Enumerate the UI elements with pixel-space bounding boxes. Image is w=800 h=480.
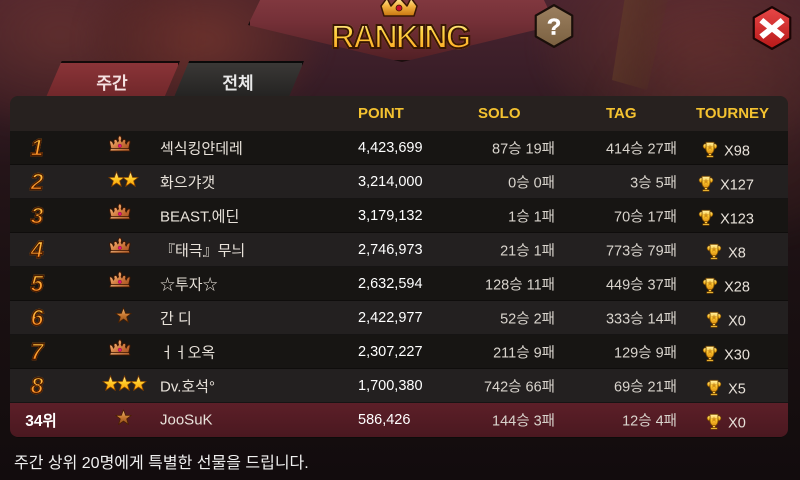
svg-text:?: ? — [547, 14, 561, 40]
